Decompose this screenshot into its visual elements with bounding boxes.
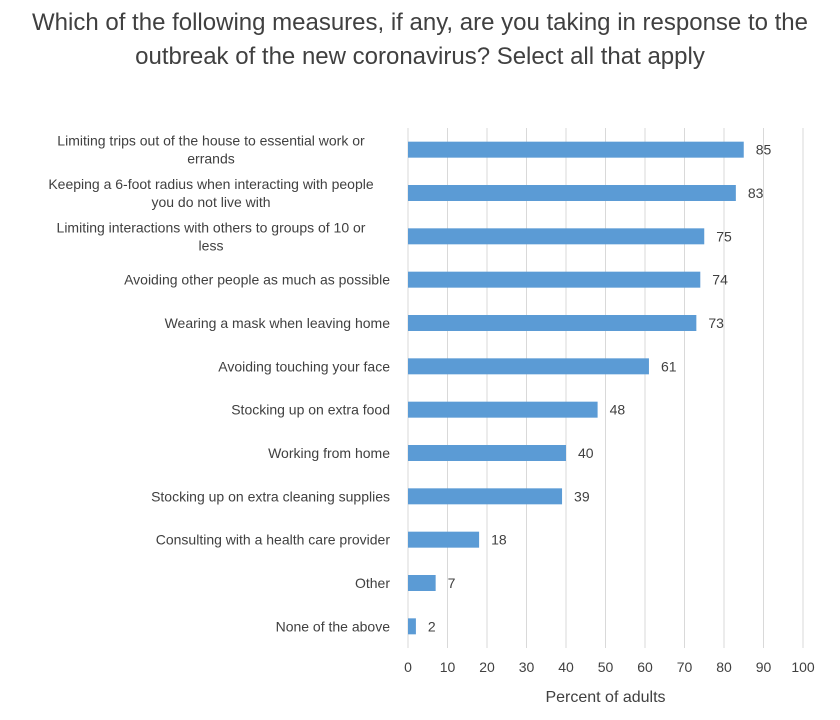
x-tick-labels: 0 10 20 30 40 50 60 70 80 90 100 <box>404 659 815 675</box>
x-tick-label: 20 <box>479 659 495 675</box>
category-label: Avoiding other people as much as possibl… <box>124 272 390 288</box>
value-label: 2 <box>428 618 436 634</box>
value-label: 18 <box>491 532 507 548</box>
x-tick-label: 100 <box>791 659 815 675</box>
bar <box>408 141 744 158</box>
x-tick-label: 70 <box>677 659 693 675</box>
category-label: None of the above <box>276 618 391 634</box>
x-tick-label: 40 <box>558 659 574 675</box>
bar <box>408 575 436 591</box>
x-tick-label: 0 <box>404 659 412 675</box>
x-tick-label: 90 <box>756 659 772 675</box>
value-label: 75 <box>716 228 732 244</box>
x-tick-label: 50 <box>598 659 614 675</box>
value-label: 61 <box>661 358 677 374</box>
bar <box>408 358 649 375</box>
bar <box>408 228 705 245</box>
x-tick-label: 80 <box>716 659 732 675</box>
bar <box>408 185 736 201</box>
category-label: Limiting interactions with others to gro… <box>57 219 366 253</box>
bars <box>408 141 744 635</box>
value-label: 73 <box>708 315 724 331</box>
category-label: Stocking up on extra cleaning supplies <box>151 488 390 504</box>
value-label: 39 <box>574 488 590 504</box>
bar <box>408 401 598 418</box>
value-label: 85 <box>756 142 772 158</box>
value-label: 48 <box>610 402 626 418</box>
value-label: 83 <box>748 185 764 201</box>
bar <box>408 445 566 461</box>
bar <box>408 271 701 288</box>
category-label: Wearing a mask when leaving home <box>165 315 391 331</box>
bar <box>408 618 416 635</box>
category-label: Avoiding touching your face <box>218 358 390 374</box>
x-axis-title: Percent of adults <box>545 689 665 706</box>
bar <box>408 315 697 331</box>
bar <box>408 488 563 505</box>
category-label: Keeping a 6-foot radius when interacting… <box>48 176 374 210</box>
x-tick-label: 30 <box>519 659 535 675</box>
x-tick-label: 10 <box>440 659 456 675</box>
category-label: Other <box>355 575 390 591</box>
x-tick-label: 60 <box>637 659 653 675</box>
category-labels: Limiting trips out of the house to essen… <box>48 133 390 635</box>
value-labels: 85 83 75 74 73 61 48 40 39 18 7 2 <box>428 142 772 635</box>
category-label: Limiting trips out of the house to essen… <box>57 133 365 167</box>
category-label: Working from home <box>268 445 390 461</box>
category-label: Stocking up on extra food <box>231 402 390 418</box>
gridlines <box>407 128 804 648</box>
value-label: 40 <box>578 445 594 461</box>
bar <box>408 531 480 548</box>
value-label: 7 <box>448 575 456 591</box>
category-label: Consulting with a health care provider <box>156 532 391 548</box>
chart-title: Which of the following measures, if any,… <box>32 9 808 70</box>
value-label: 74 <box>712 272 728 288</box>
